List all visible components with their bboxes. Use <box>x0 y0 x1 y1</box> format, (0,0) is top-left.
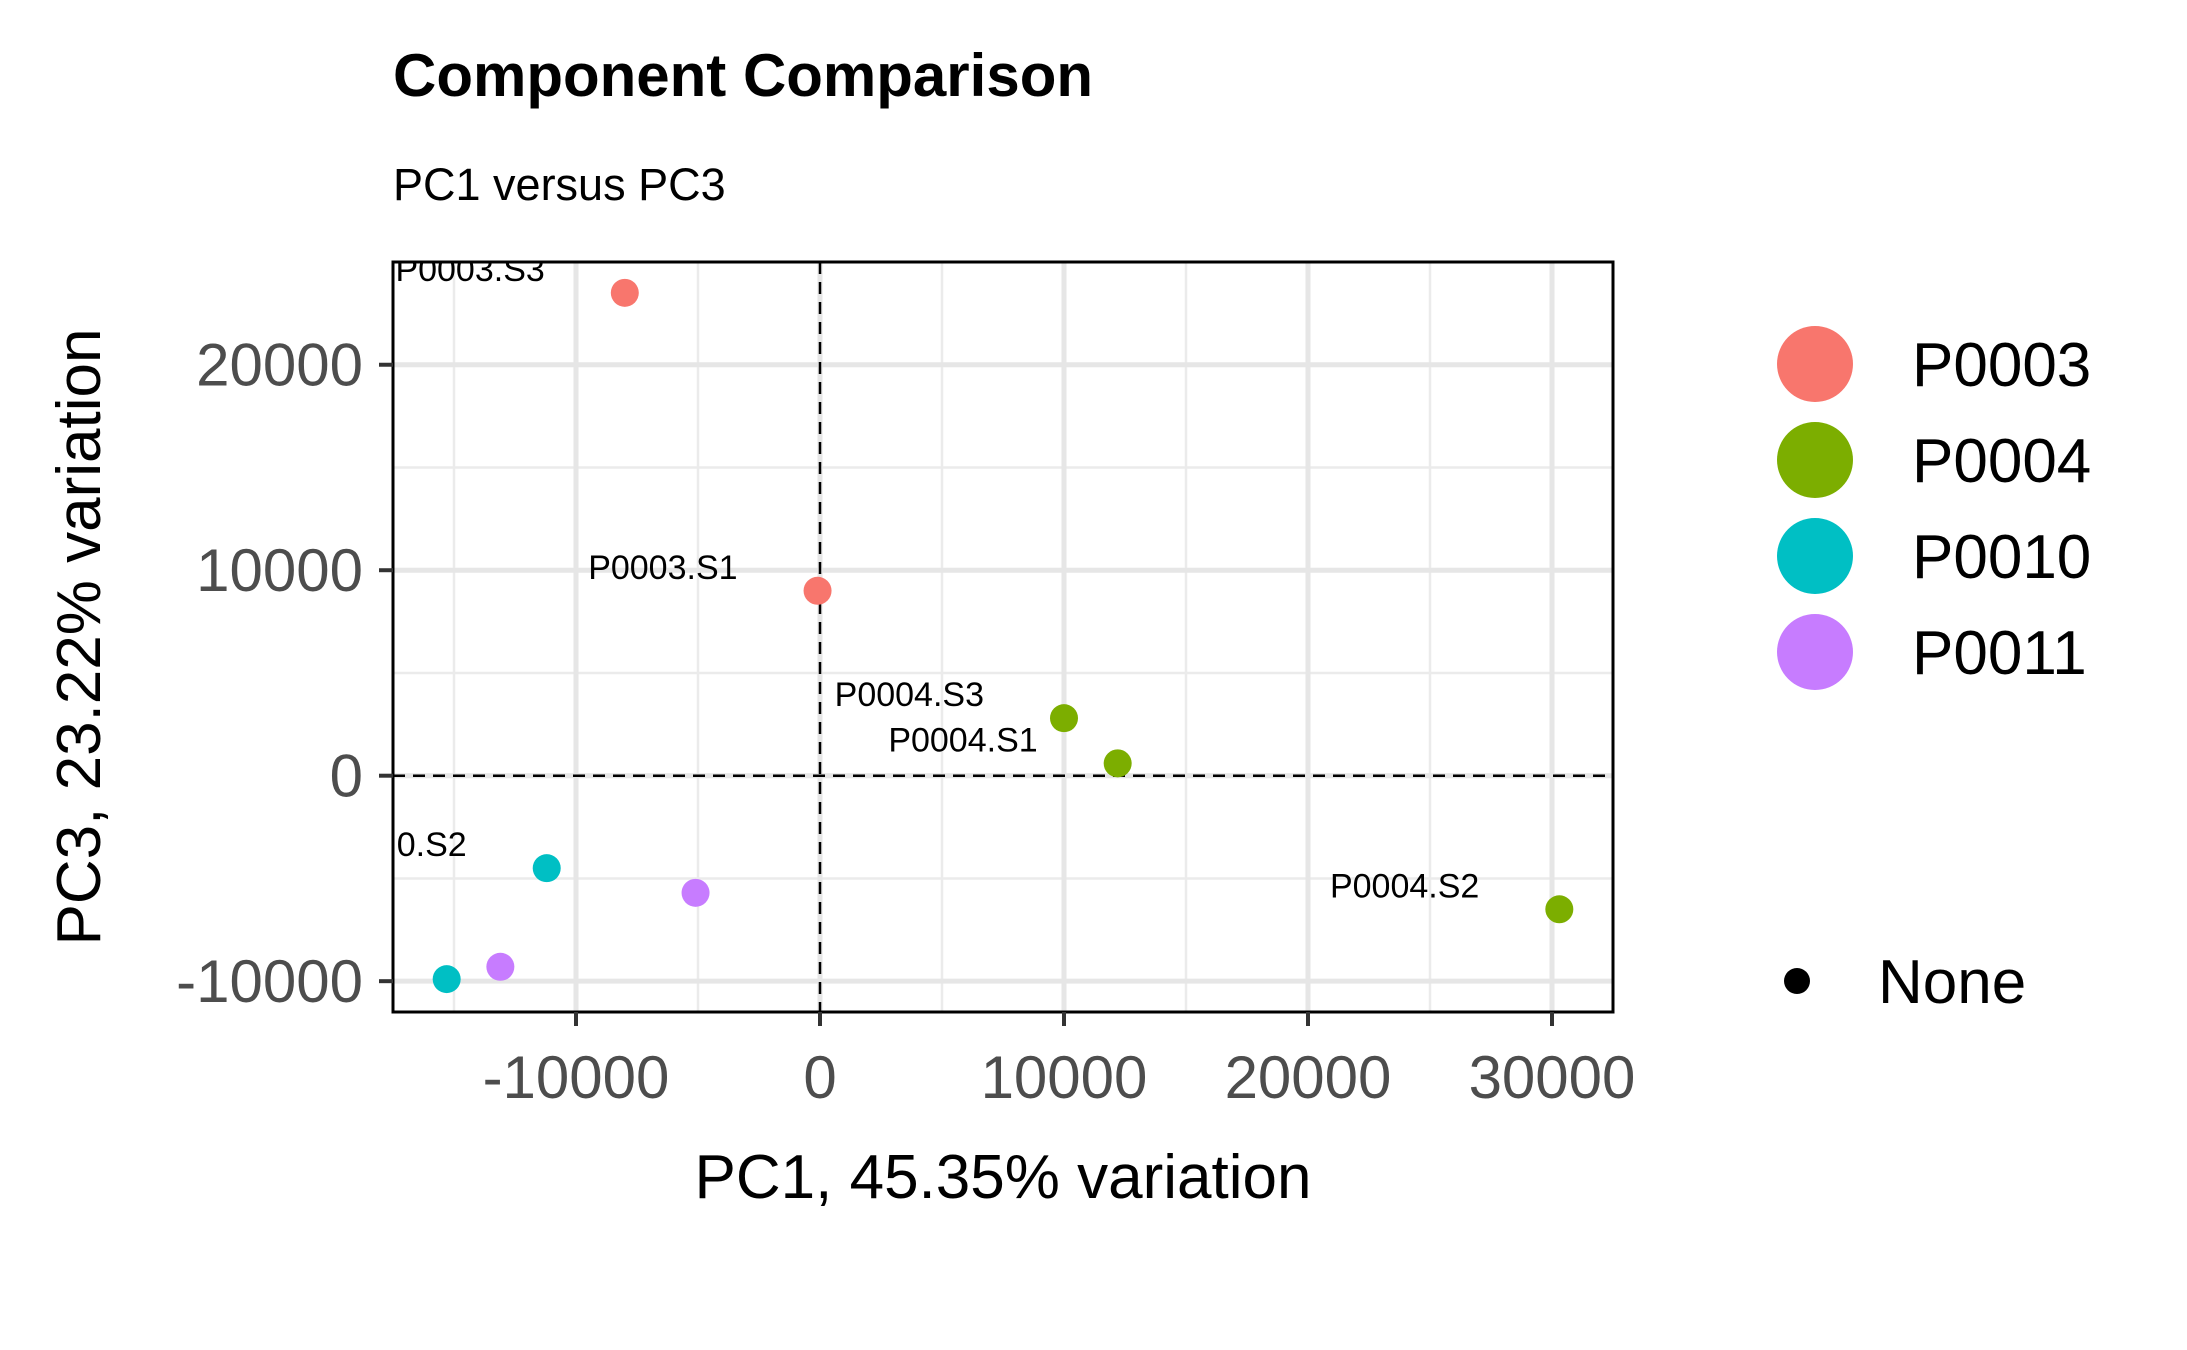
grid <box>393 262 1613 1012</box>
chart-title: Component Comparison <box>393 42 1093 109</box>
point-P0004 <box>1103 749 1132 778</box>
x-tick-label: -10000 <box>483 1044 670 1111</box>
legend-label: None <box>1878 948 2026 1017</box>
x-tick-label: 30000 <box>1469 1044 1636 1111</box>
point-P0003 <box>610 278 639 307</box>
y-tick-label: -10000 <box>176 948 363 1015</box>
legend-label: P0010 <box>1912 523 2091 592</box>
point-label: P0004.S1 <box>888 721 1037 759</box>
x-tick-label: 0 <box>803 1044 836 1111</box>
point-P0003 <box>803 576 832 605</box>
point-P0010 <box>432 965 461 994</box>
y-tick-label: 10000 <box>196 537 363 604</box>
x-axis-title: PC1, 45.35% variation <box>695 1143 1312 1212</box>
legend-key-P0010 <box>1777 518 1853 594</box>
legend-key-P0011 <box>1777 614 1853 690</box>
legend-label: P0004 <box>1912 427 2091 496</box>
legend: P0003 P0004 P0010 P0011 None <box>1777 326 2091 1017</box>
point-labels: P0003.S3 P0003.S1 P0004.S3 P0004.S1 P0004.S2… <box>395 251 1479 905</box>
point-P0004 <box>1545 895 1574 924</box>
point-P0004 <box>1050 704 1078 733</box>
point-label: P0004.S2 <box>1330 867 1479 905</box>
y-tick-label: 0 <box>330 743 363 810</box>
x-tick-label: 20000 <box>1225 1044 1392 1111</box>
legend-key-P0003 <box>1777 326 1853 402</box>
axes: -10000 0 10000 20000 30000 -10000 0 10000 20000 <box>176 332 1635 1111</box>
point-label: P0003.S3 <box>395 251 544 289</box>
point-label: P0004.S3 <box>835 676 984 714</box>
legend-label: P0003 <box>1912 331 2091 400</box>
reference-lines <box>393 262 1613 1012</box>
point-label: 0.S2 <box>397 826 467 864</box>
y-tick-label: 20000 <box>196 332 363 399</box>
x-tick-label: 10000 <box>981 1044 1148 1111</box>
legend-key-shape <box>1784 968 1810 994</box>
point-P0011 <box>486 952 515 981</box>
chart-subtitle: PC1 versus PC3 <box>393 159 726 210</box>
point-P0010 <box>532 854 561 883</box>
legend-key-P0004 <box>1777 422 1853 498</box>
y-axis-title: PC3, 23.22% variation <box>45 329 114 946</box>
point-P0011 <box>681 878 710 907</box>
data-points <box>432 278 1574 994</box>
legend-label: P0011 <box>1912 619 2087 688</box>
point-label: P0003.S1 <box>588 549 737 587</box>
plot-panel-border <box>391 260 1615 1014</box>
